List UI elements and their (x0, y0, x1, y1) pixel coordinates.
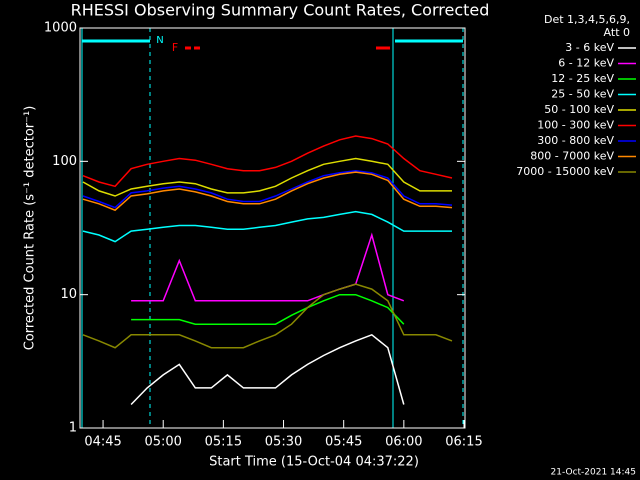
annotation: F (172, 41, 178, 54)
x-tick-label: 06:00 (385, 435, 422, 450)
y-tick-label: 1000 (44, 21, 77, 36)
series-line (82, 157, 452, 197)
y-axis-label: Corrected Count Rate (s⁻¹ detector⁻¹) (23, 106, 38, 351)
series-line (82, 171, 453, 212)
legend-header: Att 0 (604, 26, 630, 39)
legend-label: 3 - 6 keV (565, 41, 614, 54)
legend-label: 800 - 7000 keV (530, 150, 614, 163)
x-tick-label: 04:45 (84, 435, 121, 450)
y-tick-label: 100 (52, 154, 77, 169)
series-line (82, 210, 452, 243)
legend-label: 100 - 300 keV (537, 119, 614, 132)
x-tick-label: 05:15 (205, 435, 242, 450)
y-tick-label: 1 (69, 421, 77, 436)
x-tick-label: 05:30 (265, 435, 302, 450)
legend-header: Det 1,3,4,5,6,9, (544, 13, 630, 26)
series-line (82, 135, 453, 188)
y-tick-label: 10 (60, 287, 77, 302)
annotation: N (156, 35, 163, 46)
series-line (82, 169, 453, 209)
legend-label: 7000 - 15000 keV (516, 165, 614, 178)
series-line (82, 283, 453, 349)
legend-label: 6 - 12 keV (558, 57, 614, 70)
chart-title: RHESSI Observing Summary Count Rates, Co… (71, 1, 490, 20)
x-axis-label: Start Time (15-Oct-04 04:37:22) (209, 455, 419, 470)
x-tick-label: 05:00 (144, 435, 181, 450)
legend-label: 300 - 800 keV (537, 134, 614, 147)
x-tick-label: 06:15 (445, 435, 482, 450)
legend-label: 12 - 25 keV (551, 72, 614, 85)
series-line (131, 293, 405, 325)
legend-label: 25 - 50 keV (551, 88, 614, 101)
plot-frame (79, 27, 466, 429)
footer: 21-Oct-2021 14:45 (551, 468, 636, 478)
series-line (131, 232, 405, 302)
series-line (130, 333, 405, 406)
legend-label: 50 - 100 keV (544, 103, 614, 116)
x-tick-label: 05:45 (325, 435, 362, 450)
